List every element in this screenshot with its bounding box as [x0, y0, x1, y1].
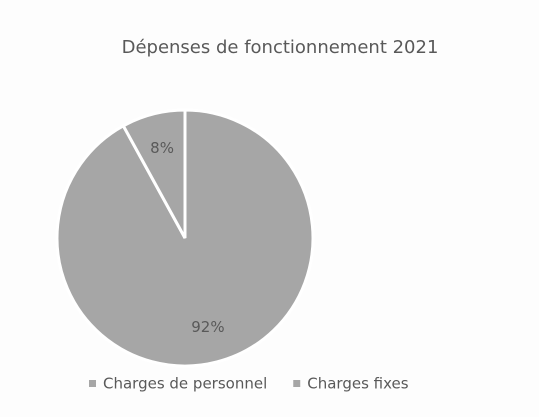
legend-marker — [293, 380, 301, 387]
data-label: 92% — [191, 318, 224, 336]
pie-slice — [121, 108, 187, 239]
legend-marker — [89, 380, 96, 387]
chart-title: Dépenses de fonctionnement 2021 — [122, 37, 439, 58]
legend-label: Charges de personnel — [103, 375, 267, 393]
data-label: 8% — [150, 139, 174, 157]
legend-label: Charges fixes — [307, 375, 409, 393]
